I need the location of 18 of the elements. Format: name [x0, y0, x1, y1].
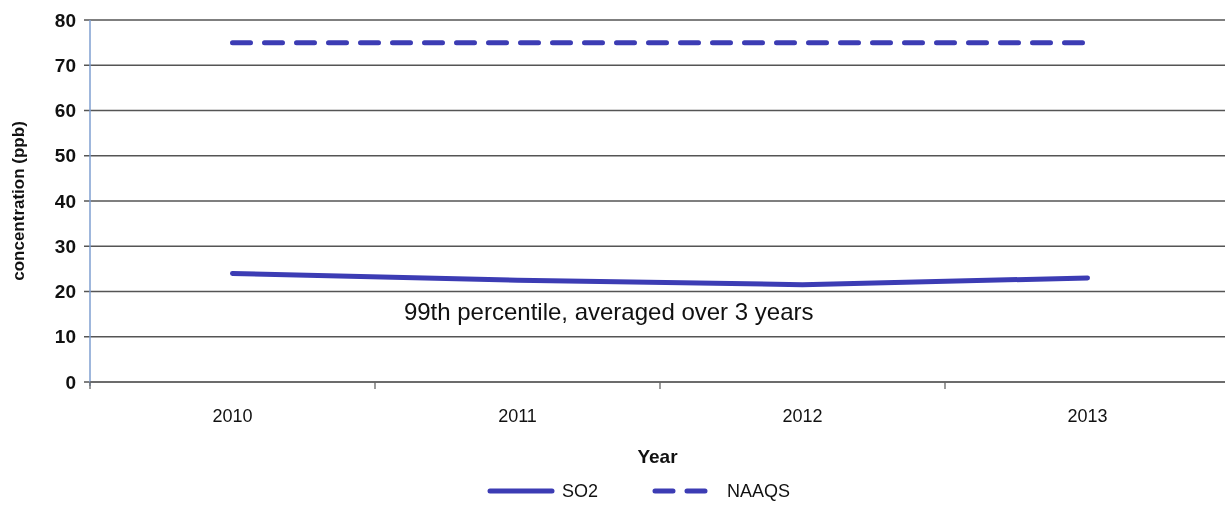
x-tick-label: 2012: [782, 406, 823, 426]
y-tick-label: 10: [54, 326, 76, 348]
y-tick-label: 80: [54, 9, 76, 31]
annotation: 99th percentile, averaged over 3 years: [403, 298, 814, 326]
y-tick-label: 30: [54, 235, 76, 257]
y-tick-label: 0: [65, 371, 76, 393]
y-axis-title: concentration (ppb): [9, 121, 28, 281]
y-tick-label: 70: [54, 54, 76, 76]
y-tick-label: 20: [54, 281, 76, 303]
x-tick-label: 2011: [498, 406, 537, 426]
x-tick-label: 2010: [212, 406, 253, 426]
legend-label: SO2: [562, 481, 599, 502]
x-axis-title: Year: [637, 446, 679, 467]
legend-label: NAAQS: [727, 481, 791, 502]
x-tick-label: 2013: [1067, 406, 1108, 426]
y-tick-label: 50: [54, 145, 76, 167]
y-tick-label: 40: [54, 190, 76, 212]
y-tick-label: 60: [54, 100, 76, 122]
